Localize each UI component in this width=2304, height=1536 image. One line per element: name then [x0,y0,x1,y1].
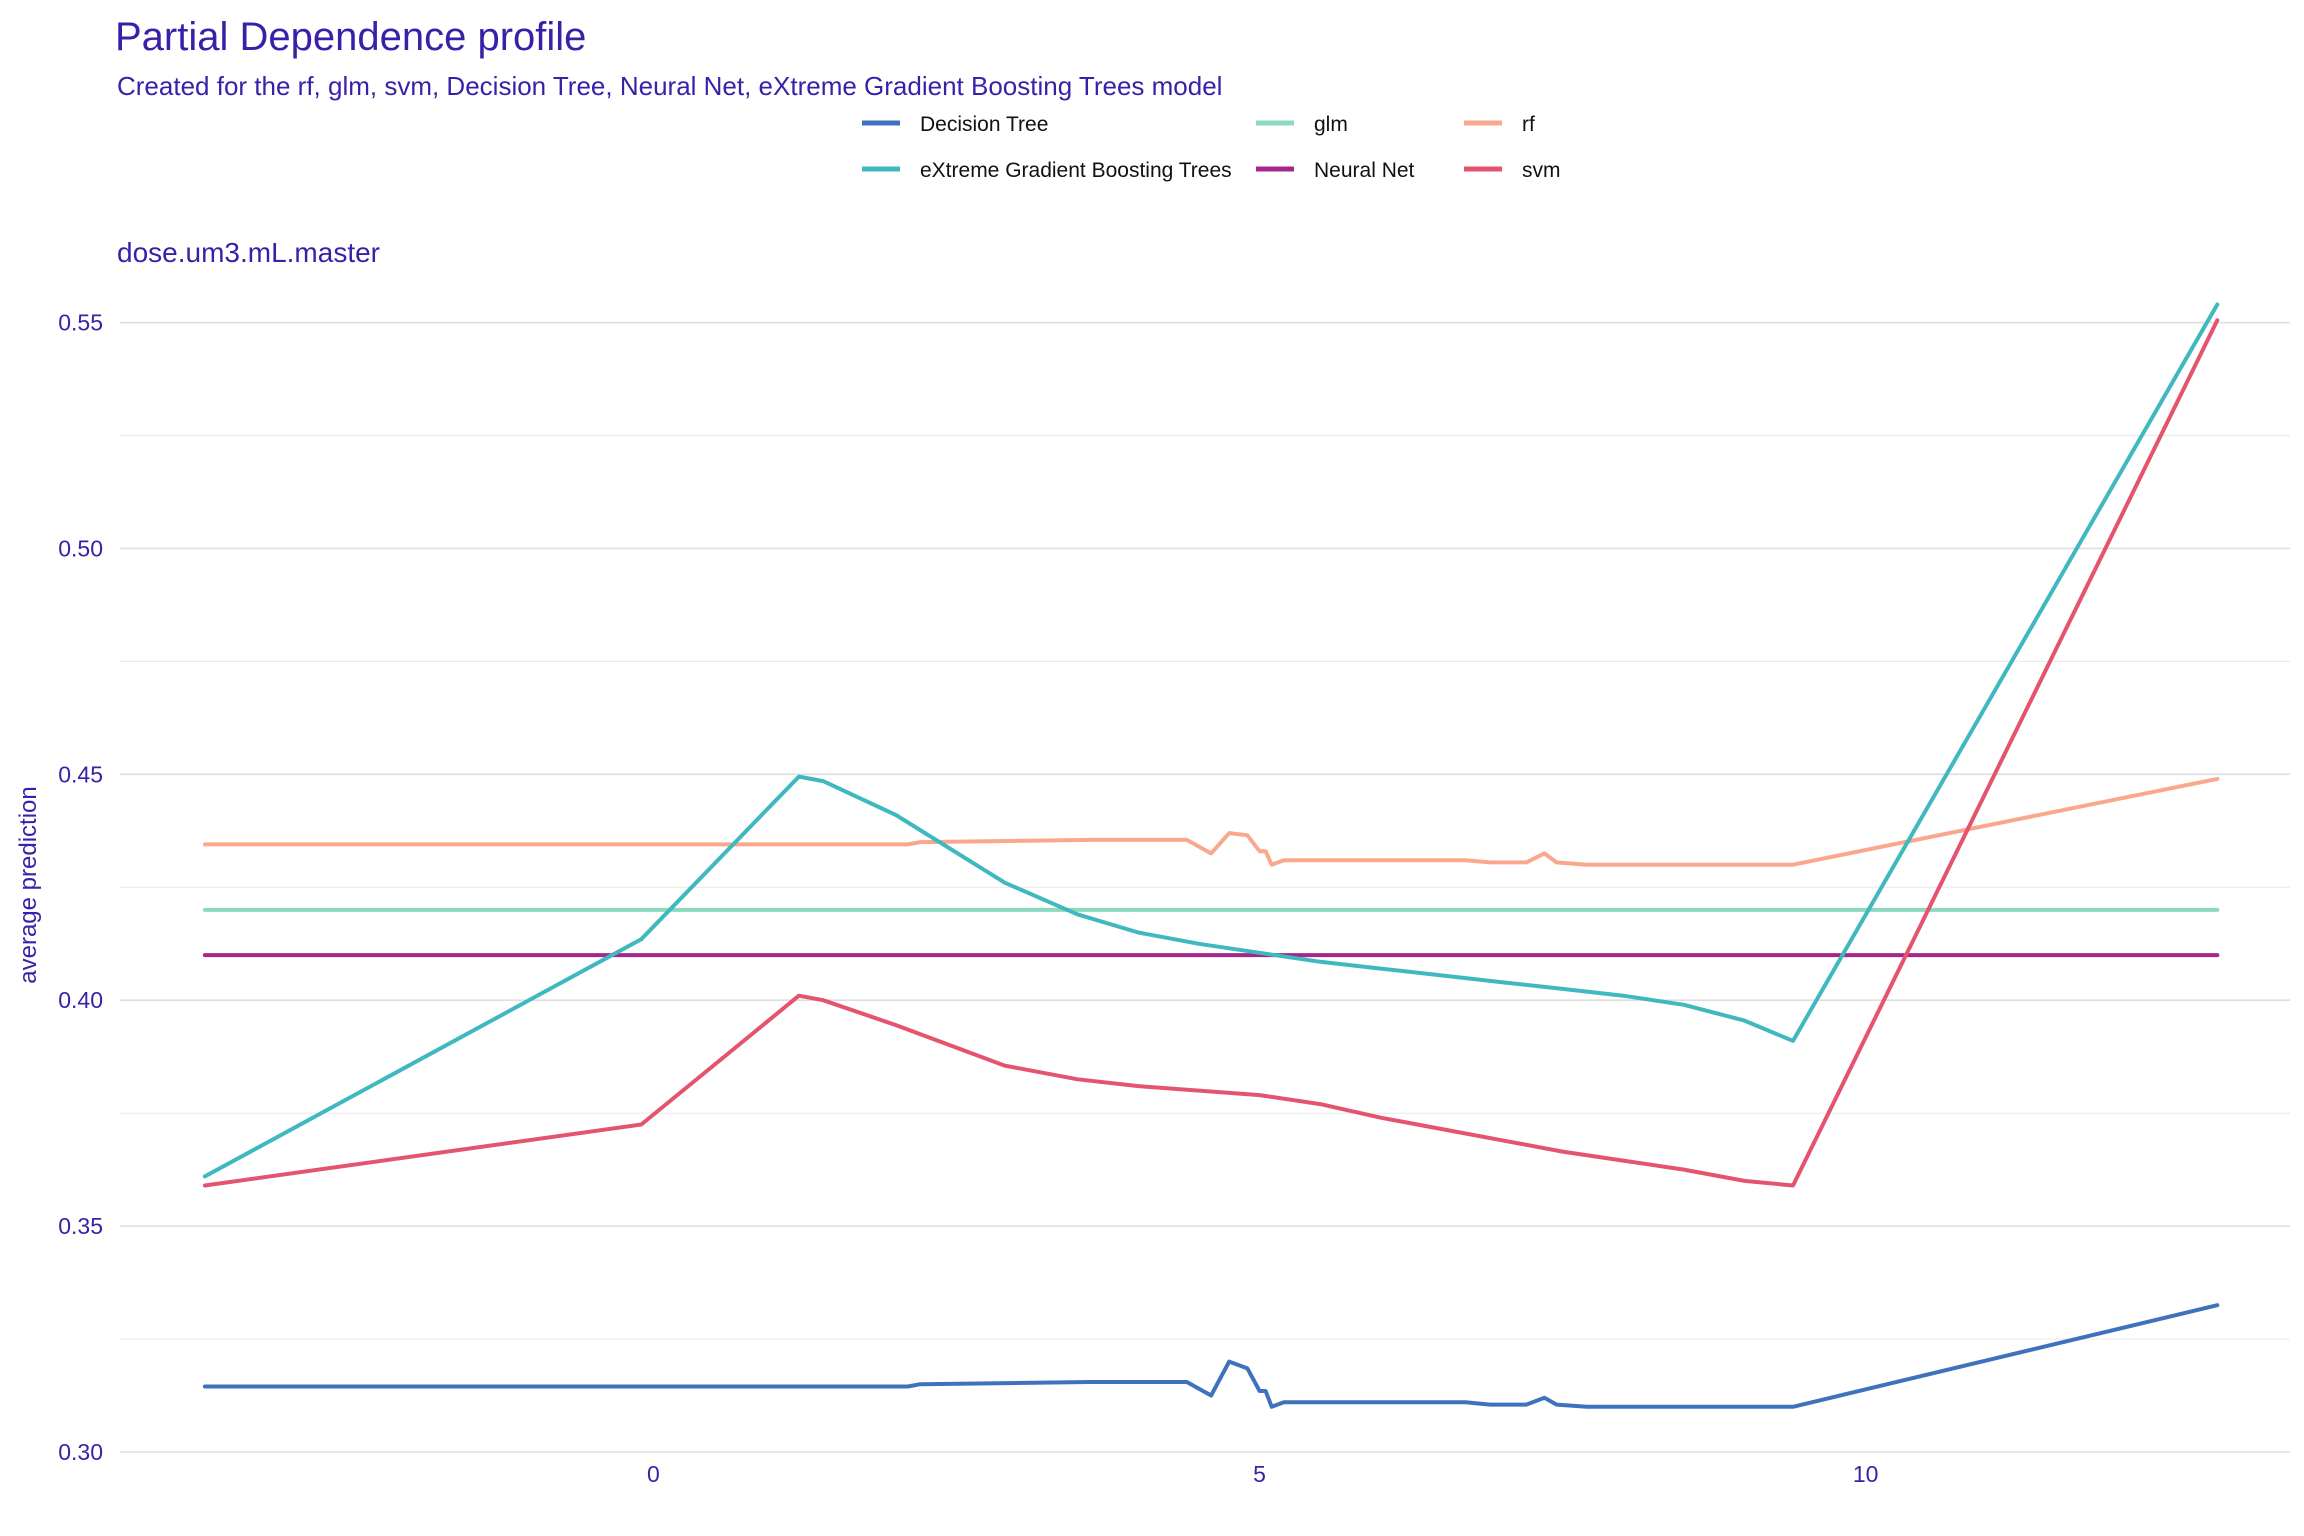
series-line-decision-tree [202,1303,2220,1409]
x-tick-label: 5 [1253,1461,1266,1487]
chart-subtitle: Created for the rf, glm, svm, Decision T… [117,71,1222,101]
legend-label-glm: glm [1314,113,1348,136]
series-line-rf [202,776,2220,867]
y-tick-label: 0.55 [58,310,103,336]
x-tick-label: 0 [647,1461,660,1487]
legend-label-decision-tree: Decision Tree [920,113,1048,136]
y-tick-label: 0.30 [58,1439,103,1465]
y-tick-label: 0.40 [58,987,103,1013]
y-tick-label: 0.50 [58,535,103,561]
x-tick-label: 10 [1853,1461,1879,1487]
series-layer [202,302,2220,1409]
series-line-extreme-gradient-boosting-trees [202,302,2220,1179]
y-axis-label: average prediction [15,786,42,983]
x-axis-ticks: 0 5 10 [647,1461,1878,1487]
grid-major [120,321,2290,1453]
legend-label-rf: rf [1522,113,1535,136]
legend-label-svm: svm [1522,159,1561,182]
legend: Decision Tree glm rf eXtreme Gradient Boost… [862,113,1561,182]
legend-label-neural-net: Neural Net [1314,159,1415,182]
grid-minor [120,434,2290,1340]
y-axis-ticks: 0.30 0.35 0.40 0.45 0.50 0.55 [58,310,103,1465]
panel-label: dose.um3.mL.master [117,237,380,268]
y-tick-label: 0.35 [58,1213,103,1239]
legend-label-extreme-gradient-boosting-trees: eXtreme Gradient Boosting Trees [920,159,1232,182]
chart-title: Partial Dependence profile [115,15,586,59]
y-tick-label: 0.45 [58,761,103,787]
series-line-svm [202,318,2220,1188]
